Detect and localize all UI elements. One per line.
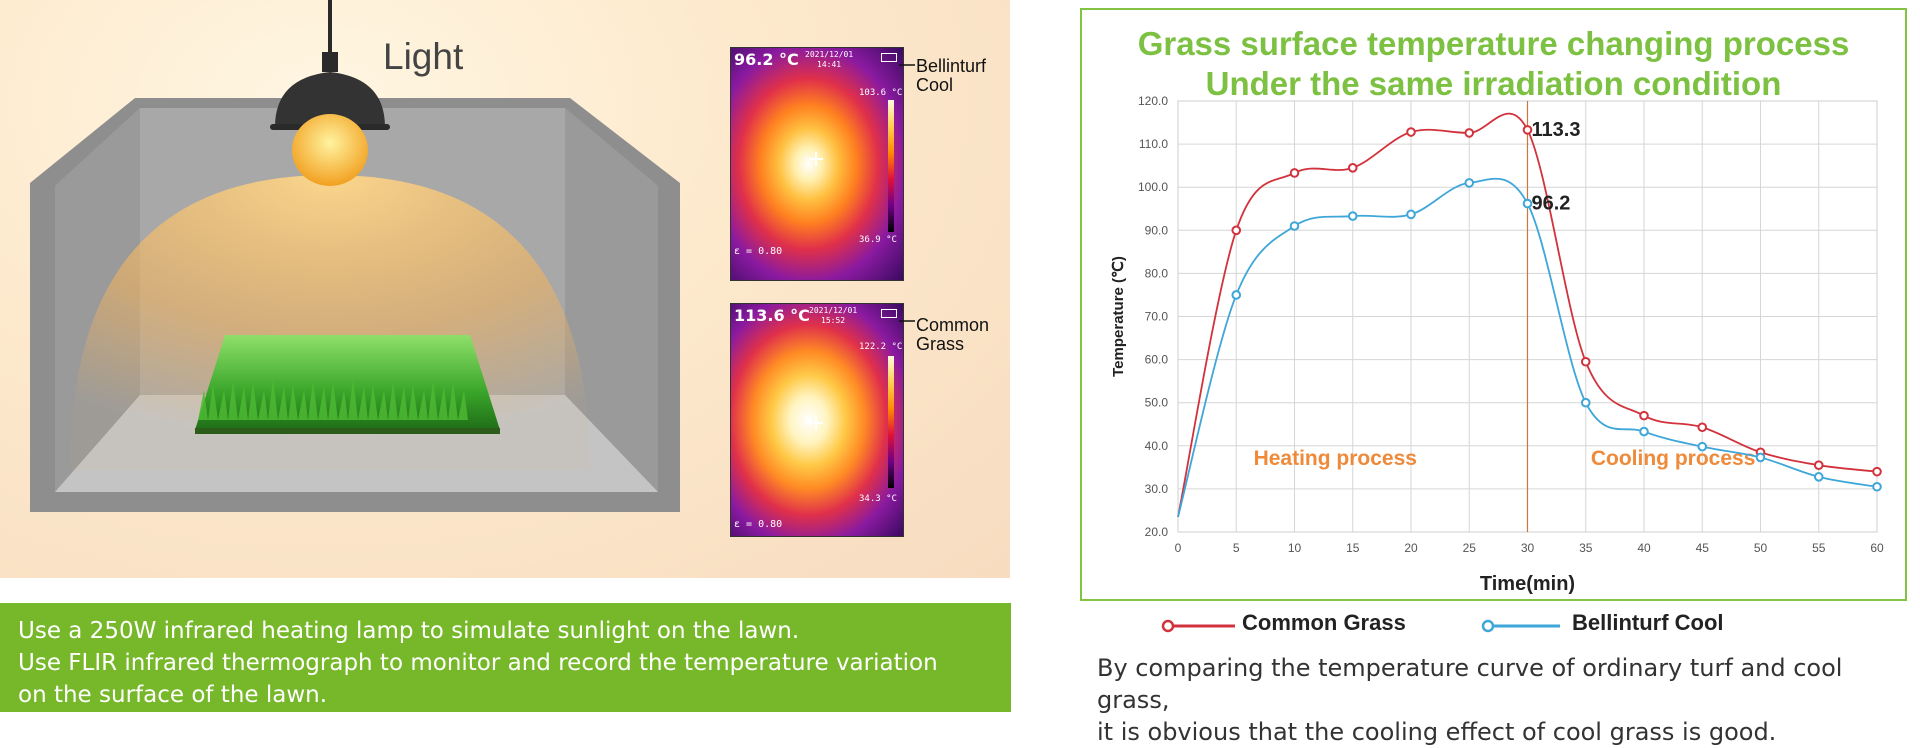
data-point-bellinturf-cool <box>1639 426 1649 437</box>
series-line-common-grass <box>1177 112 1878 518</box>
data-point-common-grass <box>1580 356 1591 367</box>
thermal-min: 36.9 °C <box>859 235 897 245</box>
x-tick-label: 60 <box>1870 541 1884 555</box>
data-point-bellinturf-cool <box>1580 397 1591 408</box>
x-tick-label: 20 <box>1404 541 1418 555</box>
thermal-temp: 96.2 °C <box>734 50 799 69</box>
x-tick-label: 30 <box>1521 541 1535 555</box>
legend-label-bellinturf-cool: Bellinturf Cool <box>1572 610 1724 635</box>
y-tick-label: 40.0 <box>1145 439 1169 453</box>
data-point-common-grass <box>1231 225 1242 236</box>
temperature-line-chart: 20.0 30.0 40.0 50.0 60.0 70.0 80.0 90.0 100.0 110… <box>1110 94 1884 595</box>
description-line-2: Use FLIR infrared thermograph to monitor… <box>18 650 938 676</box>
thermal-color-scale <box>888 100 894 232</box>
legend-label-common-grass: Common Grass <box>1242 610 1406 635</box>
crosshair-icon <box>809 152 823 166</box>
y-tick-label: 100.0 <box>1138 180 1168 194</box>
x-tick-label: 15 <box>1346 541 1360 555</box>
y-tick-label: 50.0 <box>1145 396 1169 410</box>
thermal-temp: 113.6 °C <box>734 306 810 325</box>
data-point-common-grass <box>1697 422 1708 433</box>
y-tick-label: 90.0 <box>1145 223 1169 237</box>
data-point-bellinturf-cool <box>1872 481 1882 492</box>
data-point-bellinturf-cool <box>1813 472 1824 482</box>
x-tick-label: 0 <box>1175 541 1182 555</box>
experiment-illustration: Light 96.2 °C 2021/12/01 14:41 103.6 °C 3… <box>0 0 1010 578</box>
battery-icon <box>881 309 897 318</box>
data-point-common-grass <box>1872 466 1882 477</box>
light-label: Light <box>383 36 464 77</box>
x-tick-label: 35 <box>1579 541 1593 555</box>
x-tick-label: 55 <box>1812 541 1826 555</box>
thermal-max: 103.6 °C <box>859 88 903 98</box>
callout-line <box>899 320 915 322</box>
thermal-date: 2021/12/01 15:52 <box>809 306 858 325</box>
thermal-image-bellinturf: 96.2 °C 2021/12/01 14:41 103.6 °C 36.9 °C… <box>730 47 904 281</box>
legend-swatch-common-grass <box>1161 619 1235 633</box>
y-axis-label: Temperature (℃) <box>1110 256 1127 377</box>
x-tick-label: 50 <box>1754 541 1768 555</box>
chart-title-line-2: Under the same irradiation condition <box>1205 65 1782 102</box>
data-point-bellinturf-cool <box>1464 178 1475 188</box>
y-tick-label: 70.0 <box>1145 310 1169 324</box>
x-tick-label: 25 <box>1463 541 1477 555</box>
y-tick-label: 120.0 <box>1138 94 1168 108</box>
battery-icon <box>881 53 897 62</box>
lamp-box-scene <box>30 0 680 512</box>
x-axis-label: Time(min) <box>1480 573 1575 595</box>
data-point-common-grass <box>1813 460 1824 470</box>
data-point-common-grass <box>1639 410 1649 421</box>
y-tick-label: 110.0 <box>1139 137 1168 151</box>
data-point-bellinturf-cool <box>1697 441 1708 452</box>
data-annotation: 113.3 <box>1532 119 1581 141</box>
thermal-date: 2021/12/01 14:41 <box>805 50 854 69</box>
chart-title-line-1: Grass surface temperature changing proce… <box>1137 25 1850 62</box>
y-tick-label: 20.0 <box>1145 525 1169 539</box>
data-point-common-grass <box>1464 128 1475 138</box>
lamp-icon <box>270 0 390 186</box>
y-tick-label: 30.0 <box>1145 482 1169 496</box>
x-tick-label: 45 <box>1696 541 1710 555</box>
chart-legend: Common Grass Bellinturf Cool <box>1160 608 1900 638</box>
data-point-bellinturf-cool <box>1289 221 1300 231</box>
data-point-bellinturf-cool <box>1231 290 1242 300</box>
data-annotation: 96.2 <box>1532 193 1571 215</box>
thermal-emissivity: ε = 0.80 <box>734 246 783 257</box>
data-point-bellinturf-cool <box>1522 198 1533 209</box>
y-tick-label: 80.0 <box>1145 266 1169 280</box>
data-point-common-grass <box>1347 163 1358 173</box>
thermal-emissivity: ε = 0.80 <box>734 519 783 530</box>
method-description-box: Use a 250W infrared heating lamp to simu… <box>0 603 1011 712</box>
data-point-common-grass <box>1406 127 1416 137</box>
thermal-image-common-grass: 113.6 °C 2021/12/01 15:52 122.2 °C 34.3 °… <box>730 303 904 537</box>
legend-swatch-bellinturf-cool <box>1481 619 1560 633</box>
thermal-min: 34.3 °C <box>859 494 897 504</box>
y-tick-label: 60.0 <box>1145 353 1169 367</box>
thermal-label-bellinturf: Bellinturf Cool <box>916 56 987 95</box>
data-point-bellinturf-cool <box>1347 211 1358 221</box>
description-line-3: on the surface of the lawn. <box>18 682 328 708</box>
chart-frame: Grass surface temperature changing proce… <box>1080 8 1907 601</box>
x-tick-label: 40 <box>1637 541 1651 555</box>
description-line-1: Use a 250W infrared heating lamp to simu… <box>18 618 800 644</box>
callout-line <box>899 64 915 66</box>
x-tick-label: 10 <box>1288 541 1302 555</box>
thermal-max: 122.2 °C <box>859 342 903 352</box>
data-point-bellinturf-cool <box>1406 209 1416 220</box>
data-point-common-grass <box>1289 168 1300 178</box>
conclusion-text: By comparing the temperature curve of or… <box>1097 654 1843 746</box>
phase-label: Cooling process <box>1591 447 1756 470</box>
thermal-color-scale <box>888 356 894 488</box>
grass-patch <box>195 335 500 434</box>
x-tick-label: 5 <box>1233 541 1240 555</box>
data-point-common-grass <box>1522 125 1533 135</box>
crosshair-icon <box>809 416 823 430</box>
data-point-bellinturf-cool <box>1755 452 1766 463</box>
phase-label: Heating process <box>1254 447 1417 470</box>
thermal-label-common-grass: Common Grass <box>916 315 990 354</box>
series-line-bellinturf-cool <box>1177 177 1878 518</box>
